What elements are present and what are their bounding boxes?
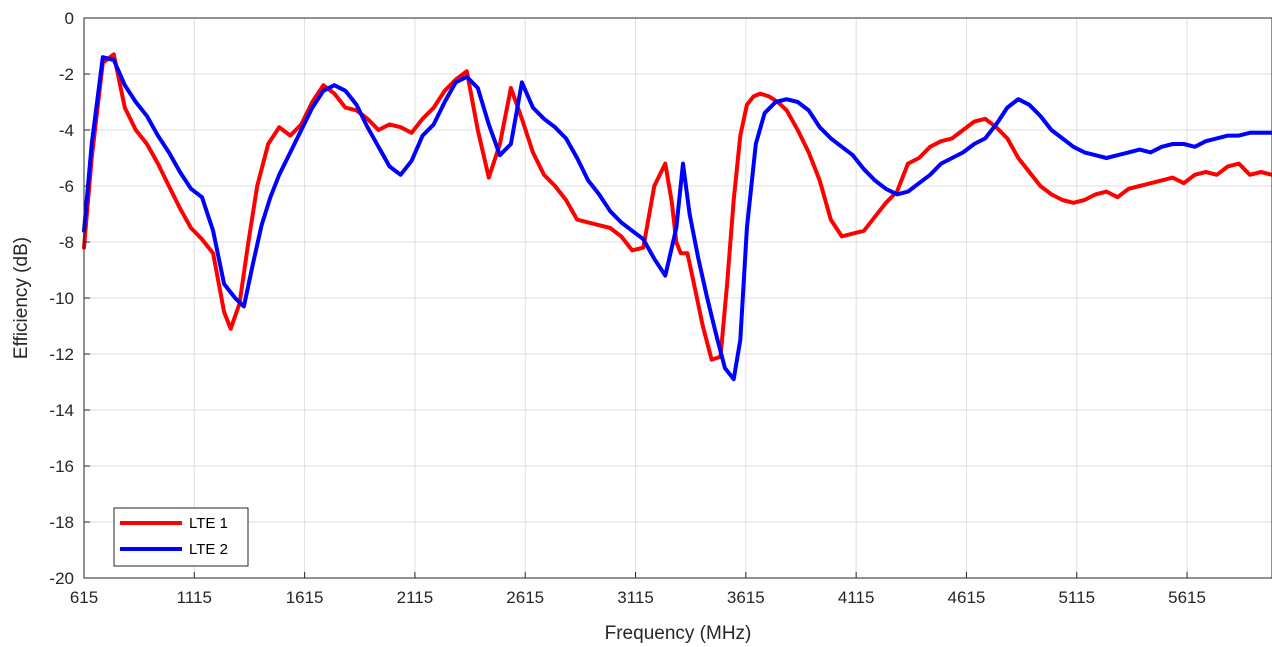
legend-label-lte-2: LTE 2 [189, 541, 228, 558]
y-axis-title: Efficiency (dB) [11, 237, 32, 359]
x-tick-label: 1115 [177, 588, 212, 607]
y-tick-label: -2 [59, 65, 74, 84]
series-line-lte-2 [82, 55, 1272, 382]
y-tick-label: -4 [59, 121, 74, 140]
x-tick-label: 5615 [1168, 588, 1206, 607]
x-tick-label: 1615 [286, 588, 324, 607]
series-layer [82, 52, 1272, 382]
x-tick-label: 5115 [1058, 588, 1095, 607]
y-tick-label: -14 [49, 401, 74, 420]
x-tick-label: 3115 [617, 588, 654, 607]
y-tick-label: 0 [65, 9, 74, 28]
x-tick-label: 3615 [727, 588, 765, 607]
x-axis-title: Frequency (MHz) [605, 623, 752, 644]
y-tick-label: -8 [59, 233, 74, 252]
x-tick-label: 2615 [506, 588, 544, 607]
x-tick-label: 2115 [397, 588, 434, 607]
y-tick-label: -12 [49, 345, 74, 364]
x-tick-label: 4615 [948, 588, 986, 607]
y-tick-label: -20 [49, 569, 74, 588]
legend: LTE 1 LTE 2 [113, 507, 249, 567]
x-tick-label: 615 [70, 588, 98, 607]
y-tick-label: -10 [49, 289, 74, 308]
legend-label-lte-1: LTE 1 [189, 515, 228, 532]
legend-box [113, 507, 249, 567]
tick-labels: 615 1115 1615 2115 2615 3115 3615 4115 4615 5115 5… [49, 9, 1206, 607]
y-tick-label: -6 [59, 177, 74, 196]
y-tick-label: -18 [49, 513, 74, 532]
x-tick-label: 4115 [838, 588, 875, 607]
series-line-lte-1 [82, 52, 1272, 362]
y-tick-label: -16 [49, 457, 74, 476]
